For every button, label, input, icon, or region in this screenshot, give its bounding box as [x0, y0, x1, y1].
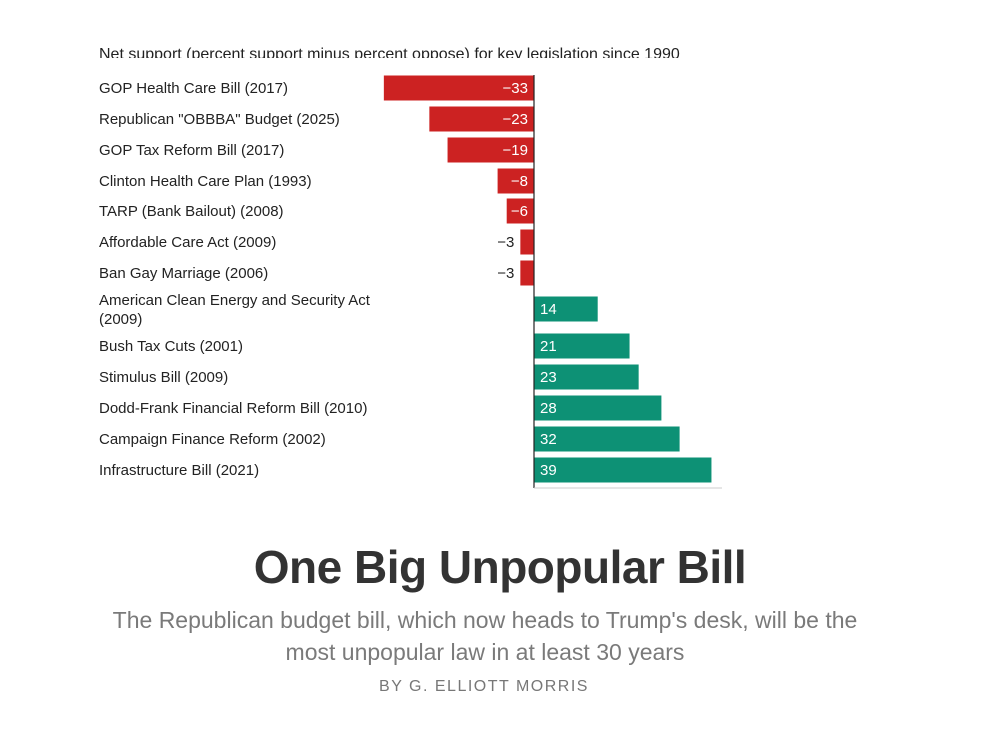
category-label-10: Dodd-Frank Financial Reform Bill (2010): [99, 400, 367, 417]
value-label-4: −6: [511, 203, 528, 220]
value-label-5: −3: [497, 234, 514, 251]
category-label-1: Republican "OBBBA" Budget (2025): [99, 111, 340, 128]
value-label-6: −3: [497, 265, 514, 282]
category-label-11: Campaign Finance Reform (2002): [99, 431, 326, 448]
article-subtitle: The Republican budget bill, which now he…: [112, 607, 858, 665]
bar-10: [534, 395, 662, 421]
bar-0: [383, 75, 534, 101]
bar-7: [534, 296, 598, 322]
value-label-0: −33: [503, 80, 528, 97]
bar-9: [534, 364, 639, 390]
category-label-8: Bush Tax Cuts (2001): [99, 338, 243, 355]
article-headline: One Big Unpopular Bill: [253, 541, 747, 593]
value-label-2: −19: [503, 142, 528, 159]
value-label-10: 28: [540, 400, 557, 417]
category-label-2: GOP Tax Reform Bill (2017): [99, 142, 284, 159]
bar-chart: GOP Health Care Bill (2017) −33 Republican…: [99, 75, 722, 489]
bar-6: [520, 260, 534, 286]
value-label-9: 23: [540, 369, 557, 386]
value-label-1: −23: [503, 111, 528, 128]
value-label-8: 21: [540, 338, 557, 355]
value-label-3: −8: [511, 173, 528, 190]
category-label-3: Clinton Health Care Plan (1993): [99, 173, 312, 190]
chart-title: Net support (percent support minus perce…: [99, 46, 680, 58]
category-label-5: Affordable Care Act (2009): [99, 234, 276, 251]
category-label-7: American Clean Energy and Security Act (2…: [99, 292, 371, 328]
category-label-12: Infrastructure Bill (2021): [99, 462, 259, 479]
value-label-11: 32: [540, 431, 557, 448]
bar-1: [429, 106, 534, 132]
value-label-7: 14: [540, 301, 557, 318]
bar-8: [534, 333, 630, 359]
bar-12: [534, 457, 712, 483]
bar-11: [534, 426, 680, 452]
bar-4: [506, 198, 534, 224]
bar-3: [497, 168, 534, 194]
category-label-6: Ban Gay Marriage (2006): [99, 265, 268, 282]
bar-2: [447, 137, 534, 163]
category-label-0: GOP Health Care Bill (2017): [99, 80, 288, 97]
bar-5: [520, 229, 534, 255]
category-label-9: Stimulus Bill (2009): [99, 369, 228, 386]
category-label-4: TARP (Bank Bailout) (2008): [99, 203, 284, 220]
value-label-12: 39: [540, 462, 557, 479]
article-byline: BY G. ELLIOTT MORRIS: [379, 678, 589, 695]
